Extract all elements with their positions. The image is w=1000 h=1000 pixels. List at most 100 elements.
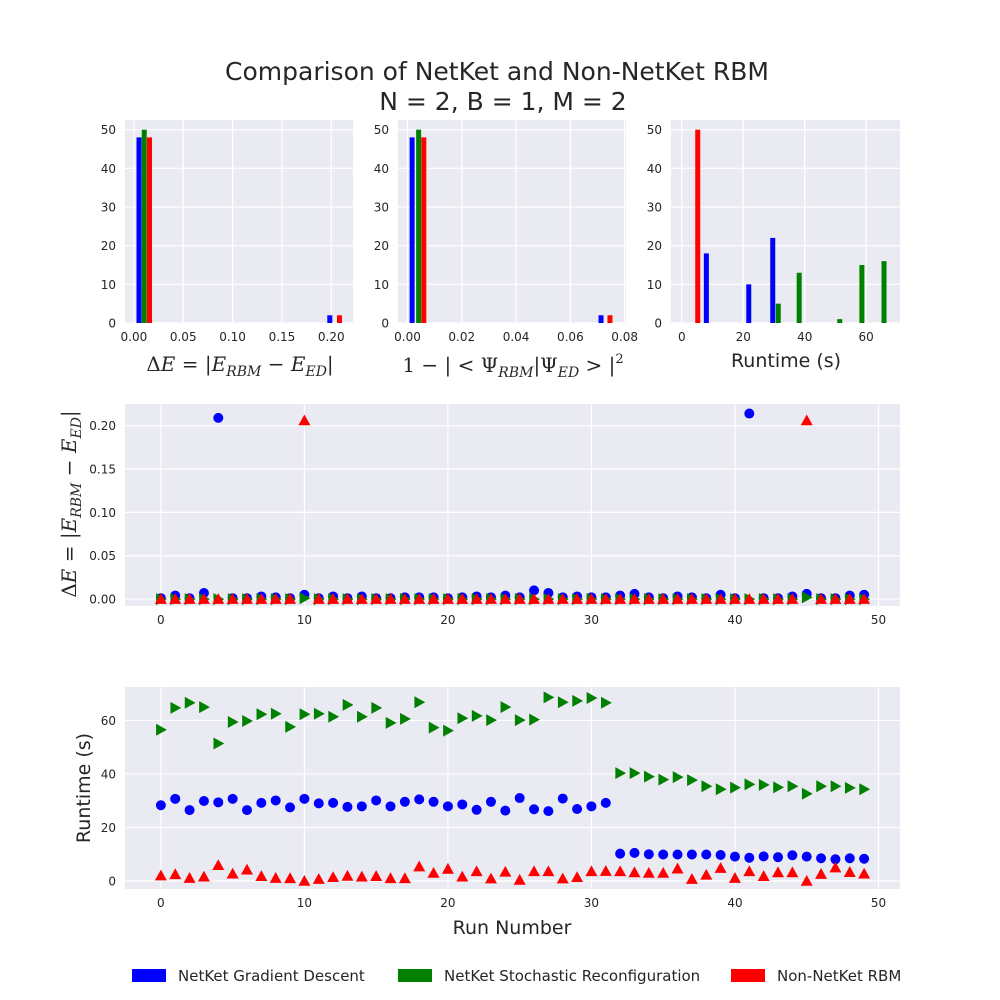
legend-swatch bbox=[132, 969, 166, 982]
scatter-point-sr bbox=[730, 781, 741, 794]
histogram-bar-nn bbox=[421, 137, 427, 323]
scatter-point-nn bbox=[728, 872, 741, 883]
scatter-point-nn bbox=[312, 873, 325, 884]
scatter-point-nn bbox=[427, 866, 440, 878]
scatter-point-nn bbox=[513, 873, 526, 885]
scatter-point-nn bbox=[585, 865, 598, 877]
scatter-point-nn bbox=[685, 593, 698, 604]
scatter-point-nn bbox=[858, 867, 871, 879]
scatter-point-gd bbox=[729, 851, 740, 862]
scatter-point-nn bbox=[240, 863, 253, 875]
y-tick-label: 40 bbox=[101, 767, 116, 781]
scatter-point-sr bbox=[299, 708, 311, 721]
y-tick-label: 0 bbox=[108, 874, 116, 888]
scatter-point-gd bbox=[600, 797, 611, 808]
x-tick-label: 10 bbox=[297, 896, 312, 910]
scatter-point-nn bbox=[341, 869, 354, 881]
x-axis-label: Runtime (s) bbox=[731, 350, 841, 372]
y-tick-label: 60 bbox=[101, 714, 116, 728]
figure-title-line2: N = 2, B = 1, M = 2 bbox=[379, 87, 626, 116]
scatter-point-nn bbox=[657, 593, 670, 604]
fidelity-histogram-xlabel: 1 − | < ΨRBM|ΨED > |2 bbox=[402, 352, 623, 381]
y-tick-label: 0.00 bbox=[89, 593, 116, 607]
scatter-point-gd bbox=[485, 796, 496, 807]
scatter-point-nn bbox=[829, 593, 842, 604]
x-tick-label: 40 bbox=[727, 613, 742, 627]
scatter-point-gd bbox=[715, 850, 726, 861]
legend: NetKet Gradient Descent NetKet Stochastic… bbox=[132, 967, 901, 985]
scatter-point-nn bbox=[528, 593, 541, 604]
histogram-bar-nn bbox=[146, 137, 152, 323]
x-tick-label: 0.08 bbox=[611, 330, 638, 344]
scatter-point-nn bbox=[427, 593, 440, 604]
scatter-point-nn bbox=[154, 593, 167, 604]
histogram-bar-gd bbox=[598, 315, 604, 323]
scatter-point-sr bbox=[414, 696, 426, 709]
scatter-point-gd bbox=[414, 794, 425, 805]
y-tick-label: 0.05 bbox=[89, 549, 116, 563]
plot-area bbox=[125, 687, 900, 889]
scatter-point-nn bbox=[154, 869, 167, 881]
scatter-point-nn bbox=[556, 593, 569, 604]
scatter-point-gd bbox=[686, 849, 697, 860]
scatter-point-nn bbox=[212, 859, 225, 870]
scatter-point-gd bbox=[816, 853, 827, 864]
scatter-point-gd bbox=[830, 854, 841, 865]
scatter-point-sr bbox=[816, 780, 828, 793]
scatter-point-gd bbox=[399, 796, 410, 807]
scatter-point-nn bbox=[226, 867, 239, 879]
runtime-histogram-panel: 0 20 40 60 0 10 20 30 40 50 Runtime (s) bbox=[647, 120, 900, 372]
scatter-point-nn bbox=[441, 593, 454, 604]
scatter-point-sr bbox=[672, 771, 684, 784]
scatter-point-nn bbox=[642, 866, 655, 878]
scatter-point-sr bbox=[342, 698, 354, 711]
y-tick-label: 50 bbox=[374, 123, 389, 137]
y-tick-label: 40 bbox=[647, 162, 662, 176]
y-tick-label: 0 bbox=[654, 317, 662, 331]
scatter-point-nn bbox=[743, 593, 756, 604]
y-tick-label: 10 bbox=[374, 278, 389, 292]
energy-scatter-ylabel: ΔE = |ERBM − EED| bbox=[57, 410, 85, 597]
histogram-bar-sr bbox=[837, 319, 843, 323]
scatter-point-nn bbox=[240, 593, 253, 604]
x-tick-label: 0.00 bbox=[121, 330, 148, 344]
scatter-point-nn bbox=[743, 865, 756, 877]
x-tick-label: 20 bbox=[440, 896, 455, 910]
energy-histogram-panel: 0.00 0.05 0.10 0.15 0.20 0 10 20 30 40 50 bbox=[101, 120, 353, 344]
scatter-point-sr bbox=[385, 716, 397, 729]
scatter-point-gd bbox=[155, 800, 166, 811]
scatter-point-nn bbox=[714, 862, 727, 873]
plot-area bbox=[398, 120, 626, 323]
scatter-point-sr bbox=[787, 780, 799, 793]
scatter-point-gd bbox=[629, 847, 640, 858]
scatter-point-gd bbox=[241, 805, 252, 816]
scatter-point-sr bbox=[801, 787, 813, 800]
scatter-point-nn bbox=[413, 593, 426, 604]
scatter-point-nn bbox=[327, 871, 340, 883]
scatter-point-sr bbox=[557, 696, 569, 709]
y-tick-label: 40 bbox=[101, 162, 116, 176]
scatter-point-gd bbox=[170, 793, 181, 804]
scatter-point-nn bbox=[341, 593, 354, 604]
scatter-point-nn bbox=[843, 866, 856, 877]
scatter-point-gd bbox=[385, 801, 396, 812]
x-tick-label: 40 bbox=[727, 896, 742, 910]
scatter-point-gd bbox=[285, 802, 296, 813]
scatter-point-nn bbox=[815, 868, 828, 879]
scatter-point-gd bbox=[529, 585, 540, 596]
scatter-point-gd bbox=[213, 797, 224, 808]
scatter-point-nn bbox=[197, 593, 210, 604]
scatter-point-nn bbox=[183, 872, 196, 883]
energy-histogram-xlabel: ΔE = |ERBM − EED| bbox=[146, 352, 333, 380]
legend-label: NetKet Gradient Descent bbox=[178, 967, 365, 985]
scatter-point-gd bbox=[643, 849, 654, 860]
legend-label: Non-NetKet RBM bbox=[777, 967, 901, 985]
scatter-point-gd bbox=[758, 851, 769, 862]
scatter-point-sr bbox=[543, 691, 555, 704]
scatter-point-nn bbox=[772, 866, 785, 878]
scatter-point-sr bbox=[773, 781, 785, 794]
scatter-point-nn bbox=[772, 593, 785, 604]
scatter-point-nn bbox=[700, 593, 713, 604]
x-tick-label: 0.20 bbox=[318, 330, 345, 344]
scatter-point-sr bbox=[586, 691, 598, 704]
